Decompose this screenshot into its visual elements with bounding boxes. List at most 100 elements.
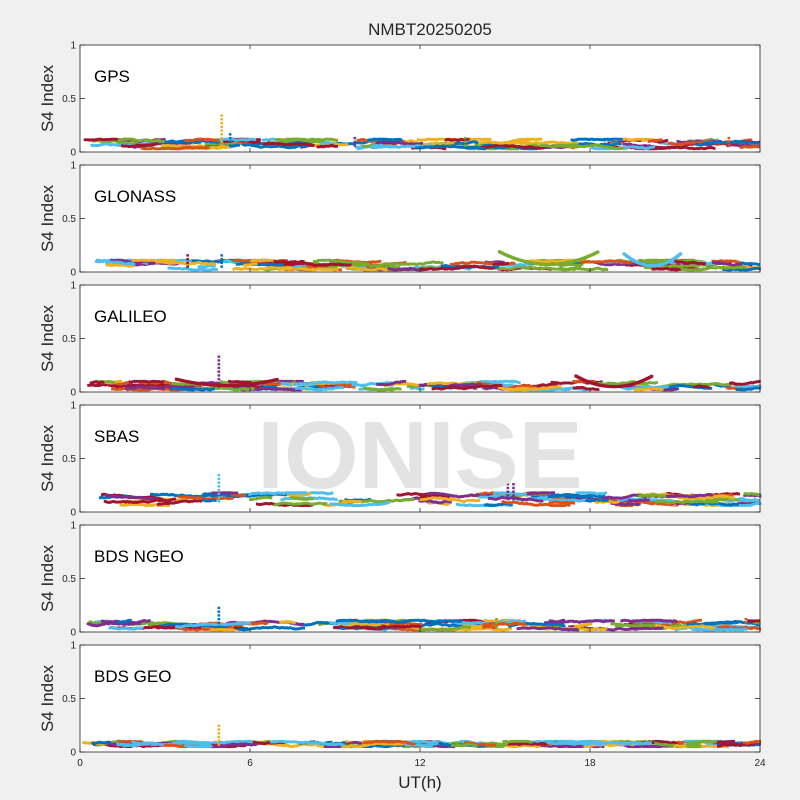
data-point bbox=[255, 144, 259, 148]
data-point bbox=[253, 138, 257, 141]
data-point bbox=[499, 146, 503, 150]
data-point bbox=[539, 137, 543, 141]
data-point bbox=[658, 140, 662, 144]
data-point bbox=[553, 140, 556, 144]
data-point bbox=[427, 137, 431, 141]
data-point bbox=[267, 144, 271, 148]
data-point bbox=[541, 146, 545, 150]
data-point bbox=[180, 141, 184, 145]
data-point bbox=[220, 261, 223, 265]
data-point bbox=[274, 145, 278, 148]
data-point bbox=[260, 142, 264, 145]
data-point bbox=[213, 143, 216, 147]
data-point bbox=[285, 141, 289, 145]
data-point bbox=[676, 140, 680, 143]
data-point bbox=[289, 141, 293, 144]
data-point bbox=[514, 141, 518, 145]
data-point bbox=[208, 140, 212, 144]
data-point bbox=[354, 145, 358, 149]
data-point bbox=[520, 142, 524, 146]
data-point bbox=[288, 146, 291, 150]
data-point bbox=[483, 147, 487, 151]
data-point bbox=[453, 142, 457, 145]
data-point bbox=[176, 140, 180, 144]
data-point bbox=[321, 140, 325, 144]
data-point bbox=[122, 142, 126, 145]
data-point bbox=[326, 137, 330, 141]
data-point bbox=[240, 140, 244, 144]
data-point bbox=[511, 147, 514, 151]
data-point bbox=[181, 139, 185, 143]
data-point bbox=[326, 142, 330, 146]
data-point bbox=[211, 140, 215, 144]
data-point bbox=[539, 266, 543, 270]
data-point bbox=[756, 141, 760, 145]
data-point bbox=[291, 145, 295, 149]
data-point bbox=[476, 143, 480, 147]
data-point bbox=[711, 138, 714, 142]
data-point bbox=[430, 142, 433, 146]
data-point bbox=[215, 141, 219, 144]
data-point bbox=[512, 147, 516, 151]
data-point bbox=[145, 141, 149, 145]
data-point bbox=[358, 145, 362, 149]
data-point bbox=[290, 140, 294, 144]
data-point bbox=[660, 140, 664, 144]
data-point bbox=[214, 143, 218, 147]
data-point bbox=[353, 144, 357, 147]
data-point bbox=[316, 143, 320, 147]
data-point bbox=[112, 137, 116, 141]
data-point bbox=[378, 259, 382, 263]
data-point bbox=[311, 144, 315, 147]
satellite-track bbox=[242, 143, 308, 150]
data-point bbox=[460, 143, 464, 147]
data-point bbox=[194, 138, 198, 141]
data-point bbox=[100, 140, 104, 143]
data-point bbox=[437, 137, 441, 141]
data-point bbox=[662, 141, 666, 145]
data-point bbox=[435, 138, 439, 141]
data-point bbox=[331, 138, 335, 141]
data-point bbox=[90, 138, 94, 142]
data-point bbox=[415, 140, 419, 144]
data-point bbox=[284, 145, 288, 149]
data-point bbox=[716, 138, 720, 142]
data-point bbox=[208, 143, 211, 147]
data-point bbox=[220, 265, 223, 268]
data-point bbox=[169, 142, 172, 146]
data-point bbox=[240, 142, 244, 146]
data-point bbox=[83, 138, 87, 142]
data-point bbox=[131, 142, 134, 146]
data-point bbox=[322, 142, 325, 145]
data-point bbox=[235, 143, 239, 147]
data-point bbox=[483, 137, 487, 141]
data-point bbox=[252, 144, 256, 147]
data-point bbox=[93, 138, 97, 142]
data-point bbox=[534, 141, 538, 145]
data-point bbox=[264, 144, 268, 148]
data-point bbox=[354, 141, 358, 145]
data-point bbox=[162, 142, 166, 146]
data-point bbox=[372, 146, 375, 150]
data-point bbox=[277, 144, 281, 148]
data-point bbox=[268, 138, 272, 142]
data-point bbox=[543, 145, 547, 149]
data-point bbox=[727, 140, 731, 144]
data-point bbox=[87, 138, 90, 142]
data-point bbox=[259, 145, 262, 149]
data-point bbox=[472, 140, 476, 144]
data-point bbox=[238, 140, 242, 144]
data-point bbox=[642, 144, 646, 148]
data-point bbox=[102, 138, 106, 142]
data-point bbox=[662, 139, 665, 143]
data-point bbox=[167, 140, 171, 143]
data-point bbox=[220, 140, 223, 144]
data-point bbox=[353, 141, 356, 145]
data-point bbox=[532, 142, 536, 145]
data-point bbox=[624, 142, 627, 146]
data-point bbox=[351, 142, 355, 146]
data-point bbox=[129, 142, 133, 145]
data-point bbox=[485, 137, 488, 141]
data-point bbox=[132, 142, 136, 145]
data-point bbox=[529, 141, 533, 145]
